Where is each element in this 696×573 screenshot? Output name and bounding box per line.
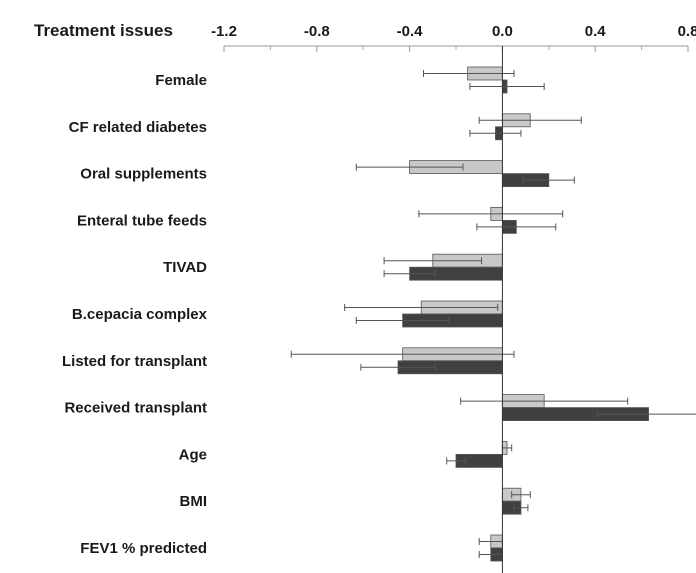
x-tick-label: 0.8: [678, 23, 696, 40]
category-label: Female: [155, 72, 207, 89]
x-tick-label: -1.2: [211, 23, 237, 40]
x-tick-label: -0.4: [397, 23, 424, 40]
x-tick-label: 0.4: [585, 23, 607, 40]
category-label: TIVAD: [163, 259, 207, 276]
chart-title: Treatment issues: [34, 21, 173, 40]
bars: [397, 66, 649, 562]
category-labels: Female CF related diabetes Oral supplement…: [62, 72, 208, 557]
x-tick-label: -0.8: [304, 23, 330, 40]
error-bars: [290, 70, 696, 558]
category-label: FEV1 % predicted: [80, 540, 207, 557]
category-label: BMI: [180, 493, 208, 510]
category-label: Received transplant: [64, 400, 207, 417]
category-label: CF related diabetes: [69, 119, 207, 136]
category-label: B.cepacia complex: [72, 306, 208, 323]
x-tick-label: 0.0: [492, 23, 513, 40]
category-label: Listed for transplant: [62, 353, 207, 370]
x-axis: -1.2 -0.8 -0.4 0.0 0.4 0.8: [211, 23, 696, 52]
category-label: Enteral tube feeds: [77, 212, 207, 229]
category-label: Oral supplements: [80, 166, 207, 183]
category-label: Age: [179, 446, 207, 463]
